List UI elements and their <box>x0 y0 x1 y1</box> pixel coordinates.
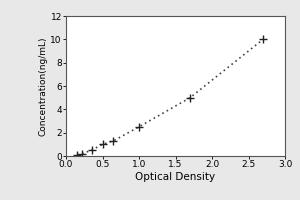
X-axis label: Optical Density: Optical Density <box>135 172 216 182</box>
Y-axis label: Concentration(ng/mL): Concentration(ng/mL) <box>39 36 48 136</box>
